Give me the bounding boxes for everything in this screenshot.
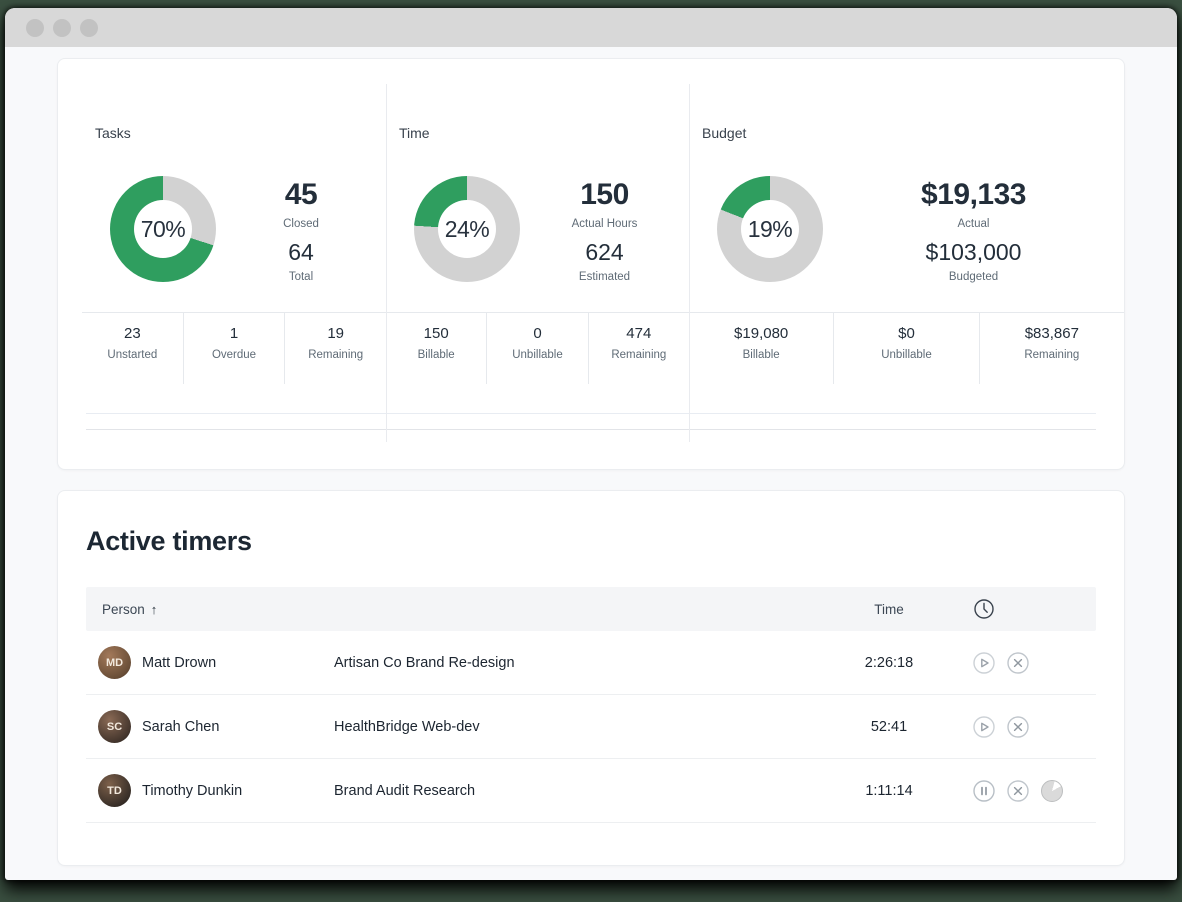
budget-budgeted-label: Budgeted [948, 271, 999, 283]
person-column-header[interactable]: Person ↑ [102, 601, 158, 617]
avatar-timothy-dunkin: TD [98, 774, 131, 807]
maximize-window-button[interactable] [80, 18, 98, 37]
clock-icon [974, 599, 994, 619]
time-donut-chart: 24% [414, 176, 520, 282]
budget-donut-chart: 19% [717, 176, 823, 282]
project-summary-card: Tasks 70% 45 Closed 64 Total [57, 58, 1125, 470]
person-name: Timothy Dunkin [142, 782, 243, 799]
time-column-header: Time [874, 601, 904, 617]
timer-row-sarah-chen: SC Sarah Chen HealthBridge Web-dev 52:41 [86, 695, 1096, 759]
budget-stat-billable: $19,080 Billable [734, 325, 789, 361]
budget-stat-remaining: $83,867 Remaining [978, 313, 1124, 384]
person-name: Sarah Chen [142, 718, 220, 735]
timer-row-timothy-dunkin: TD Timothy Dunkin Brand Audit Research 1… [86, 759, 1096, 823]
budget-section-label: Budget [702, 125, 747, 141]
time-percent: 24% [438, 200, 496, 258]
budget-percent: 19% [741, 200, 799, 258]
cancel-timer-button[interactable] [1007, 651, 1029, 674]
time-section-label: Time [399, 125, 430, 141]
tasks-stat-remaining: 19 Remaining [284, 313, 386, 384]
minimize-window-button[interactable] [53, 18, 71, 37]
budget-actual-value: $19,133 [921, 178, 1026, 211]
timer-running-progress-icon [1041, 779, 1063, 802]
browser-window: Tasks 70% 45 Closed 64 Total [5, 8, 1177, 880]
tasks-percent: 70% [134, 200, 192, 258]
pause-timer-button[interactable] [973, 779, 995, 802]
timers-table-header: Person ↑ Time [86, 587, 1096, 631]
project-name: Artisan Co Brand Re-design [334, 654, 515, 671]
summary-divider-bottom [86, 429, 1096, 430]
cancel-timer-button[interactable] [1007, 715, 1029, 738]
cancel-timer-button[interactable] [1007, 779, 1029, 802]
tasks-total-label: Total [288, 271, 314, 283]
project-name: HealthBridge Web-dev [334, 718, 480, 735]
dashboard-page: Tasks 70% 45 Closed 64 Total [5, 47, 1177, 866]
tasks-closed-label: Closed [283, 218, 319, 230]
time-estimated-label: Estimated [578, 271, 631, 283]
time-stat-unbillable: 0 Unbillable [486, 313, 587, 384]
sort-ascending-icon: ↑ [150, 601, 158, 617]
time-section: Time 24% 150 Actual Hours 624 Estimated [386, 59, 689, 442]
budget-section: Budget 19% $19,133 Actual $103,000 Budge… [689, 59, 1124, 442]
avatar-sarah-chen: SC [98, 710, 131, 743]
window-titlebar [5, 8, 1177, 47]
tasks-section-label: Tasks [95, 125, 131, 141]
time-estimated-value: 624 [585, 239, 624, 265]
budget-budgeted-value: $103,000 [925, 239, 1022, 265]
time-stat-remaining: 474 Remaining [587, 313, 689, 384]
tasks-closed-value: 45 [284, 178, 318, 211]
tasks-stat-overdue: 1 Overdue [182, 313, 285, 384]
summary-divider-top [86, 413, 1096, 414]
tasks-stat-unstarted: 23 Unstarted [107, 325, 158, 361]
timer-value: 52:41 [870, 718, 908, 735]
time-stat-billable: 150 Billable [417, 325, 455, 361]
timer-row-matt-drown: MD Matt Drown Artisan Co Brand Re-design… [86, 631, 1096, 695]
timer-value: 2:26:18 [864, 654, 914, 671]
time-actual-label: Actual Hours [571, 218, 638, 230]
tasks-donut-chart: 70% [110, 176, 216, 282]
timers-table: Person ↑ Time MD [86, 587, 1096, 823]
avatar-matt-drown: MD [98, 646, 131, 679]
timer-value: 1:11:14 [865, 782, 913, 799]
play-timer-button[interactable] [973, 651, 995, 674]
active-timers-title: Active timers [86, 526, 252, 556]
time-actual-value: 150 [580, 178, 629, 211]
tasks-section: Tasks 70% 45 Closed 64 Total [82, 59, 386, 384]
active-timers-card: Active timers Person ↑ Time [57, 490, 1125, 866]
close-window-button[interactable] [26, 18, 44, 37]
budget-actual-label: Actual [957, 218, 990, 230]
budget-stat-unbillable: $0 Unbillable [833, 313, 978, 384]
person-name: Matt Drown [142, 654, 217, 671]
tasks-total-value: 64 [288, 239, 314, 265]
project-name: Brand Audit Research [334, 782, 476, 799]
play-timer-button[interactable] [973, 715, 995, 738]
